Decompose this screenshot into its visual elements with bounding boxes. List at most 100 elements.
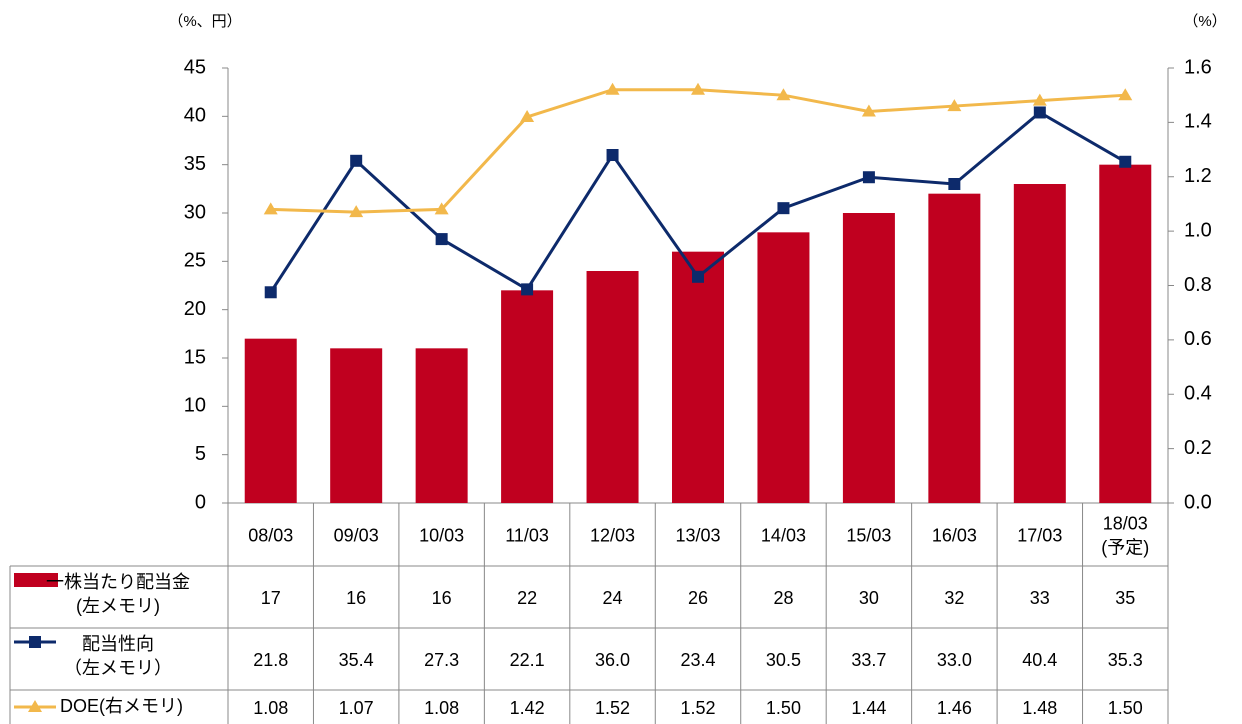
table-value: 1.07: [339, 698, 374, 718]
bar: [501, 290, 554, 503]
bar: [757, 232, 810, 504]
table-value: 35: [1115, 588, 1135, 608]
table-value: 32: [944, 588, 964, 608]
x-tick-label: 12/03: [590, 525, 635, 545]
y-tick-label: 35: [184, 153, 206, 175]
legend-swatch: [29, 636, 41, 648]
table-value: 21.8: [253, 650, 288, 670]
y2-tick-label: 1.0: [1184, 219, 1212, 241]
bar: [415, 348, 468, 503]
marker: [1033, 106, 1046, 119]
x-tick-label: 09/03: [334, 525, 379, 545]
y2-tick-label: 0.2: [1184, 437, 1212, 459]
table-value: 16: [432, 588, 452, 608]
table-value: 30: [859, 588, 879, 608]
y-tick-label: 30: [184, 201, 206, 223]
table-value: 16: [346, 588, 366, 608]
marker: [350, 154, 363, 167]
bar: [928, 193, 981, 503]
marker: [349, 205, 364, 218]
table-value: 1.50: [1108, 698, 1143, 718]
line: [270, 88, 1126, 214]
marker: [520, 109, 535, 122]
marker: [777, 202, 790, 215]
table-value: 40.4: [1022, 650, 1057, 670]
marker: [862, 171, 875, 184]
legend-label: 配当性向（左メモリ）: [64, 634, 172, 678]
bar: [842, 213, 895, 503]
x-tick-label: 14/03: [761, 525, 806, 545]
x-tick-label: 16/03: [932, 525, 977, 545]
table-value: 33: [1030, 588, 1050, 608]
marker: [691, 82, 705, 95]
y2-tick-label: 0.0: [1184, 491, 1212, 513]
table-value: 17: [261, 588, 281, 608]
bar: [672, 251, 724, 503]
x-tick-label: 08/03: [248, 525, 293, 545]
table-value: 22.1: [510, 650, 545, 670]
table-value: 22: [517, 588, 537, 608]
table-value: 24: [603, 588, 623, 608]
marker: [1118, 88, 1133, 101]
table-value: 1.50: [766, 698, 801, 718]
legend-label: DOE(右メモリ): [60, 696, 183, 716]
table-value: 1.08: [424, 698, 459, 718]
y-tick-label: 15: [184, 346, 206, 368]
legend-label: 一株当たり配当金(左メモリ): [46, 572, 190, 616]
marker: [435, 233, 448, 246]
y-tick-label: 5: [195, 443, 206, 465]
table-value: 35.4: [339, 650, 374, 670]
left-axis-label: （%、円）: [168, 13, 241, 30]
bar: [244, 338, 297, 503]
table-value: 1.52: [595, 698, 630, 718]
bar: [1099, 164, 1152, 503]
y2-tick-label: 0.6: [1184, 328, 1212, 350]
bar: [1013, 184, 1066, 503]
table-value: 36.0: [595, 650, 630, 670]
marker: [606, 149, 619, 161]
y-tick-label: 0: [195, 491, 206, 513]
legend-swatch: [28, 700, 42, 712]
marker: [521, 283, 534, 296]
marker: [605, 82, 620, 95]
table-value: 1.42: [510, 698, 545, 718]
table-value: 1.08: [253, 698, 288, 718]
marker: [692, 270, 704, 283]
x-tick-label: 10/03: [419, 525, 464, 545]
marker: [776, 88, 791, 101]
marker: [948, 178, 961, 190]
marker: [264, 286, 277, 299]
x-tick-label: 18/03 (予定): [1101, 513, 1149, 557]
y-tick-label: 20: [184, 298, 206, 320]
x-tick-label: 15/03: [846, 525, 891, 545]
y2-tick-label: 1.4: [1184, 111, 1212, 133]
table-value: 1.46: [937, 698, 972, 718]
table-value: 26: [688, 588, 708, 608]
y-tick-label: 45: [184, 56, 206, 78]
marker: [1119, 155, 1132, 168]
y-tick-label: 25: [184, 250, 206, 272]
x-tick-label: 11/03: [505, 525, 549, 545]
table-value: 35.3: [1108, 650, 1143, 670]
marker: [1032, 93, 1047, 106]
legend-swatch: [14, 573, 58, 587]
x-tick-label: 17/03: [1017, 525, 1062, 545]
y2-tick-label: 1.6: [1184, 56, 1212, 78]
marker: [263, 202, 278, 215]
table-value: 23.4: [680, 650, 715, 670]
table-value: 33.7: [851, 650, 886, 670]
y2-tick-label: 0.8: [1184, 274, 1212, 296]
y-tick-label: 40: [184, 105, 206, 127]
bar: [330, 348, 383, 503]
table-value: 1.52: [680, 698, 715, 718]
table-value: 1.44: [851, 698, 886, 718]
right-axis-label: （%）: [1183, 13, 1226, 30]
bar: [586, 271, 639, 503]
marker: [434, 202, 449, 215]
x-tick-label: 13/03: [675, 525, 720, 545]
y-tick-label: 10: [184, 395, 206, 417]
y2-tick-label: 0.4: [1184, 383, 1212, 405]
table-value: 1.48: [1022, 698, 1057, 718]
table-value: 33.0: [937, 650, 972, 670]
